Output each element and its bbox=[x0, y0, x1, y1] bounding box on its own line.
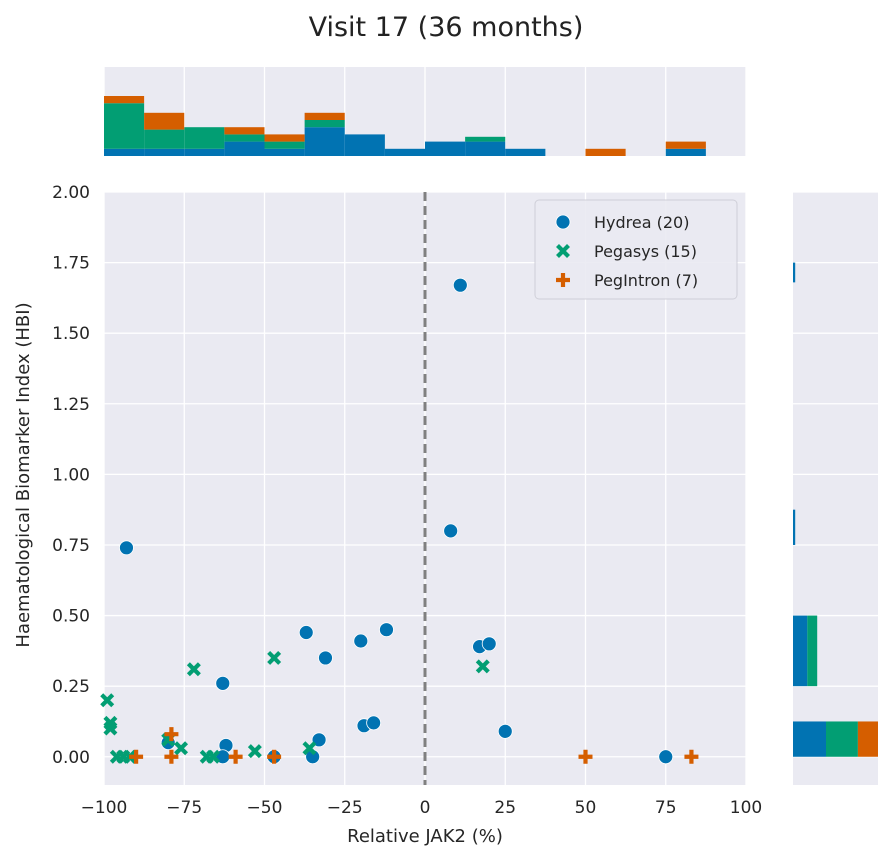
top-hist-bar bbox=[304, 120, 345, 128]
x-tick-label: 0 bbox=[420, 798, 431, 818]
right-hist-bar bbox=[826, 721, 858, 757]
x-tick-label: −25 bbox=[327, 798, 363, 818]
top-hist-bar bbox=[264, 141, 305, 149]
data-point bbox=[302, 741, 317, 756]
top-hist-bar bbox=[104, 96, 145, 104]
x-tick-label: 100 bbox=[730, 798, 762, 818]
x-tick-label: 25 bbox=[494, 798, 516, 818]
top-hist-bar bbox=[224, 141, 265, 156]
top-hist-bar bbox=[184, 127, 225, 149]
legend-box bbox=[534, 199, 738, 300]
top-hist-bar bbox=[104, 103, 145, 149]
right-hist-bar bbox=[857, 721, 878, 757]
y-tick-label: 1.75 bbox=[52, 254, 90, 274]
y-axis-label: Haematological Biomarker Index (HBI) bbox=[13, 302, 34, 647]
data-point bbox=[267, 749, 282, 764]
right-hist-bar bbox=[793, 262, 796, 283]
top-marginal-histogram bbox=[103, 67, 747, 156]
x-tick-label: 50 bbox=[575, 798, 597, 818]
top-hist-bar bbox=[465, 136, 506, 142]
data-point bbox=[267, 650, 282, 665]
data-point bbox=[366, 715, 382, 731]
data-point bbox=[228, 749, 243, 764]
data-point bbox=[100, 693, 115, 708]
legend-marker bbox=[556, 273, 570, 287]
top-hist-bar bbox=[184, 148, 225, 156]
top-hist-bar bbox=[304, 112, 345, 120]
top-hist-bar bbox=[264, 148, 305, 156]
top-hist-bar bbox=[144, 112, 185, 130]
top-hist-bar bbox=[304, 127, 345, 156]
y-tick-label: 0.75 bbox=[52, 536, 90, 556]
legend-entry: PegIntron (7) bbox=[556, 271, 698, 290]
top-hist-bar bbox=[665, 141, 706, 149]
x-tick-label: −75 bbox=[166, 798, 202, 818]
data-point bbox=[684, 749, 699, 764]
legend: Hydrea (20) Pegasys (15) PegIntron (7) bbox=[534, 199, 738, 300]
data-point bbox=[103, 721, 118, 736]
data-point bbox=[129, 749, 144, 764]
data-point bbox=[298, 625, 314, 640]
right-hist-bar bbox=[807, 615, 818, 687]
data-point bbox=[164, 749, 179, 764]
data-point bbox=[475, 659, 490, 674]
legend-label: Hydrea (20) bbox=[594, 213, 689, 232]
top-hist-bar bbox=[505, 148, 546, 156]
right-hist-bar bbox=[793, 721, 826, 757]
data-point bbox=[481, 636, 497, 652]
y-tick-label: 1.00 bbox=[52, 465, 90, 485]
legend-label: PegIntron (7) bbox=[594, 271, 698, 290]
legend-label: Pegasys (15) bbox=[594, 242, 697, 261]
y-tick-label: 0.50 bbox=[52, 607, 90, 627]
data-point bbox=[379, 622, 394, 638]
data-point bbox=[247, 744, 262, 759]
top-hist-bar bbox=[344, 134, 385, 156]
y-tick-label: 0.25 bbox=[52, 677, 90, 697]
data-point bbox=[206, 749, 221, 764]
right-hist-bar bbox=[793, 615, 808, 687]
top-hist-bar bbox=[104, 148, 145, 156]
top-hist-bar bbox=[144, 129, 185, 149]
data-point bbox=[164, 727, 179, 742]
data-point bbox=[658, 749, 674, 765]
data-point bbox=[578, 749, 593, 764]
top-hist-bar bbox=[465, 141, 506, 156]
data-point bbox=[497, 723, 513, 739]
y-tick-label: 1.50 bbox=[52, 324, 90, 344]
legend-marker bbox=[555, 214, 571, 230]
top-hist-bar bbox=[224, 134, 265, 142]
chart-title: Visit 17 (36 months) bbox=[309, 12, 584, 43]
data-point bbox=[311, 732, 327, 748]
x-axis-label: Relative JAK2 (%) bbox=[347, 826, 503, 847]
data-point bbox=[318, 650, 333, 666]
top-hist-bar bbox=[224, 127, 265, 135]
data-point bbox=[215, 675, 231, 691]
data-point bbox=[186, 662, 201, 677]
x-tick-label: −100 bbox=[81, 798, 128, 818]
legend-marker bbox=[556, 244, 570, 258]
data-point bbox=[443, 523, 459, 539]
y-tick-label: 2.00 bbox=[52, 183, 90, 203]
top-hist-bar bbox=[384, 148, 425, 156]
top-hist-bar bbox=[264, 134, 305, 142]
x-tick-label: 75 bbox=[655, 798, 677, 818]
top-hist-bar bbox=[425, 141, 466, 156]
top-hist-bar bbox=[665, 148, 706, 156]
y-tick-label: 1.25 bbox=[52, 395, 90, 415]
top-hist-bar bbox=[585, 148, 626, 156]
top-hist-bar bbox=[144, 148, 185, 156]
y-tick-label: 0.00 bbox=[52, 748, 90, 768]
right-histogram-background bbox=[793, 192, 878, 785]
x-tick-label: −50 bbox=[247, 798, 283, 818]
data-point bbox=[353, 633, 369, 649]
data-point bbox=[119, 540, 134, 556]
right-hist-bar bbox=[793, 509, 796, 545]
data-point bbox=[174, 741, 189, 756]
right-marginal-histogram bbox=[793, 191, 878, 785]
legend-entry: Pegasys (15) bbox=[556, 242, 697, 261]
legend-entry: Hydrea (20) bbox=[555, 213, 689, 232]
data-point bbox=[452, 277, 468, 293]
